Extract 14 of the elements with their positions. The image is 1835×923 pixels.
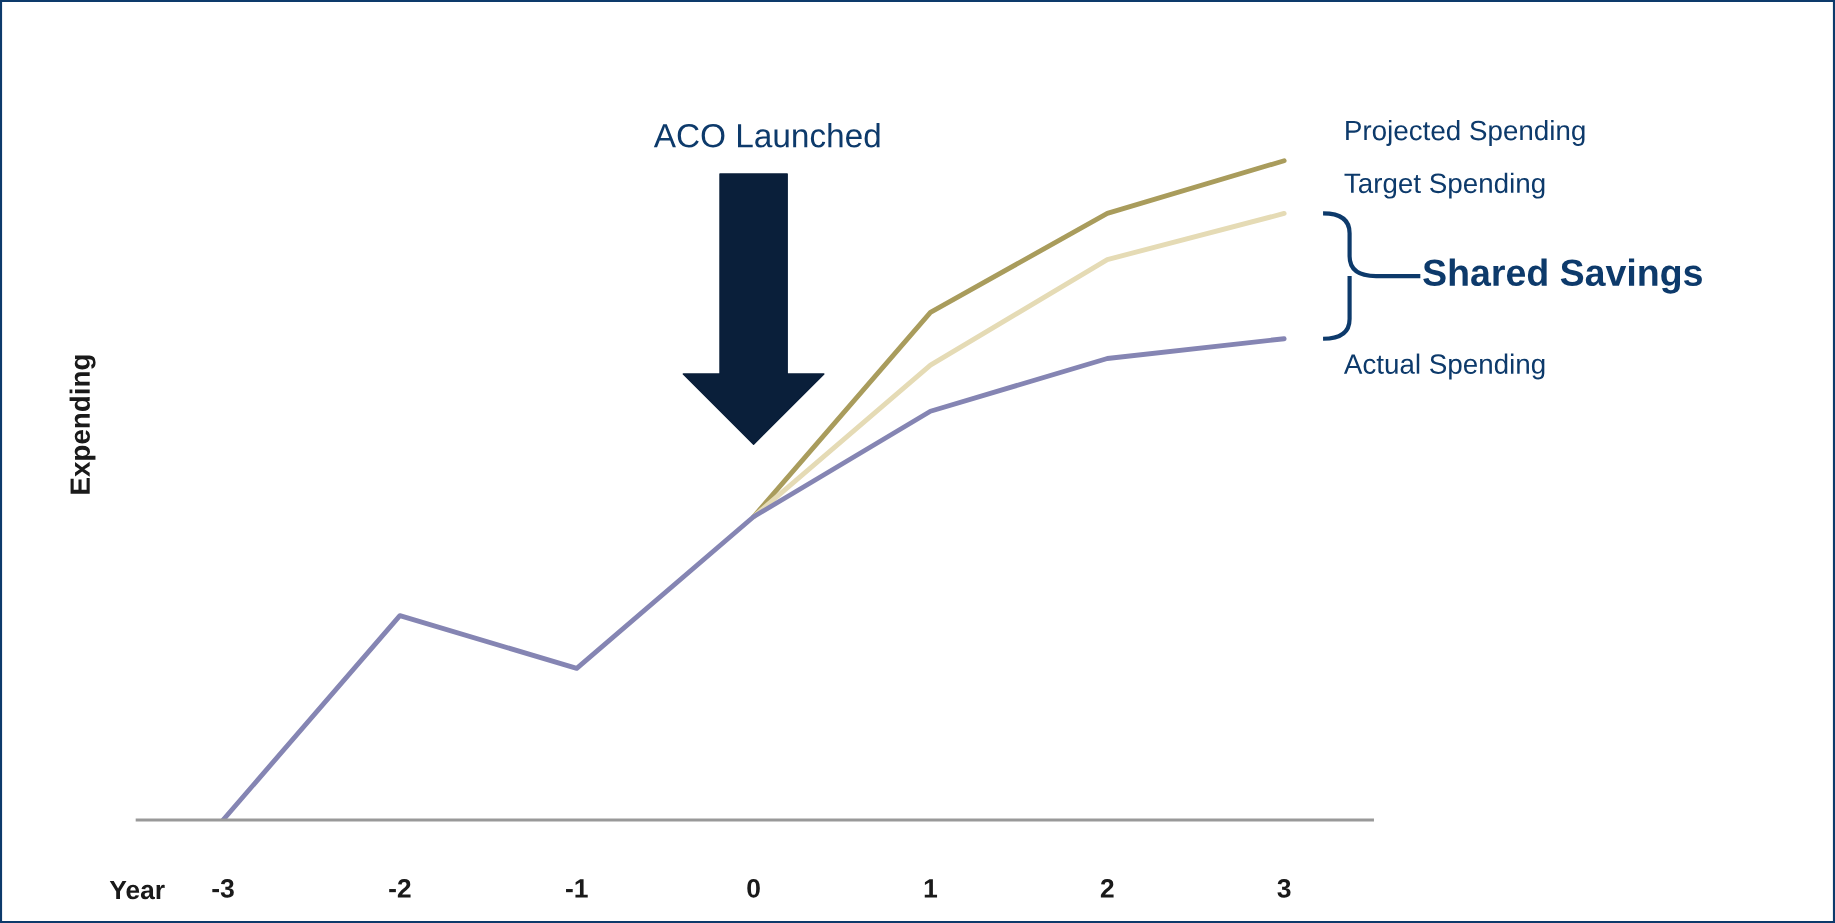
x-tick-label: -1 <box>566 879 588 898</box>
x-axis-title: Year <box>109 880 165 900</box>
text: Actual Spending <box>1343 353 1545 380</box>
text: ACO Launched <box>653 123 880 148</box>
x-tick-label: 2 <box>1100 879 1114 898</box>
text: Projected Spending <box>1346 119 1585 146</box>
x-tick-label: 3 <box>1277 879 1291 898</box>
x-tick-label: 1 <box>924 879 938 898</box>
y-axis-title: Expending <box>69 355 96 494</box>
x-tick-label: -3 <box>212 879 234 898</box>
text: Target Spending <box>1344 172 1545 199</box>
x-tick-label: 0 <box>747 879 760 898</box>
x-tick-label: -2 <box>389 879 411 898</box>
text: Shared Savings <box>1423 258 1702 294</box>
